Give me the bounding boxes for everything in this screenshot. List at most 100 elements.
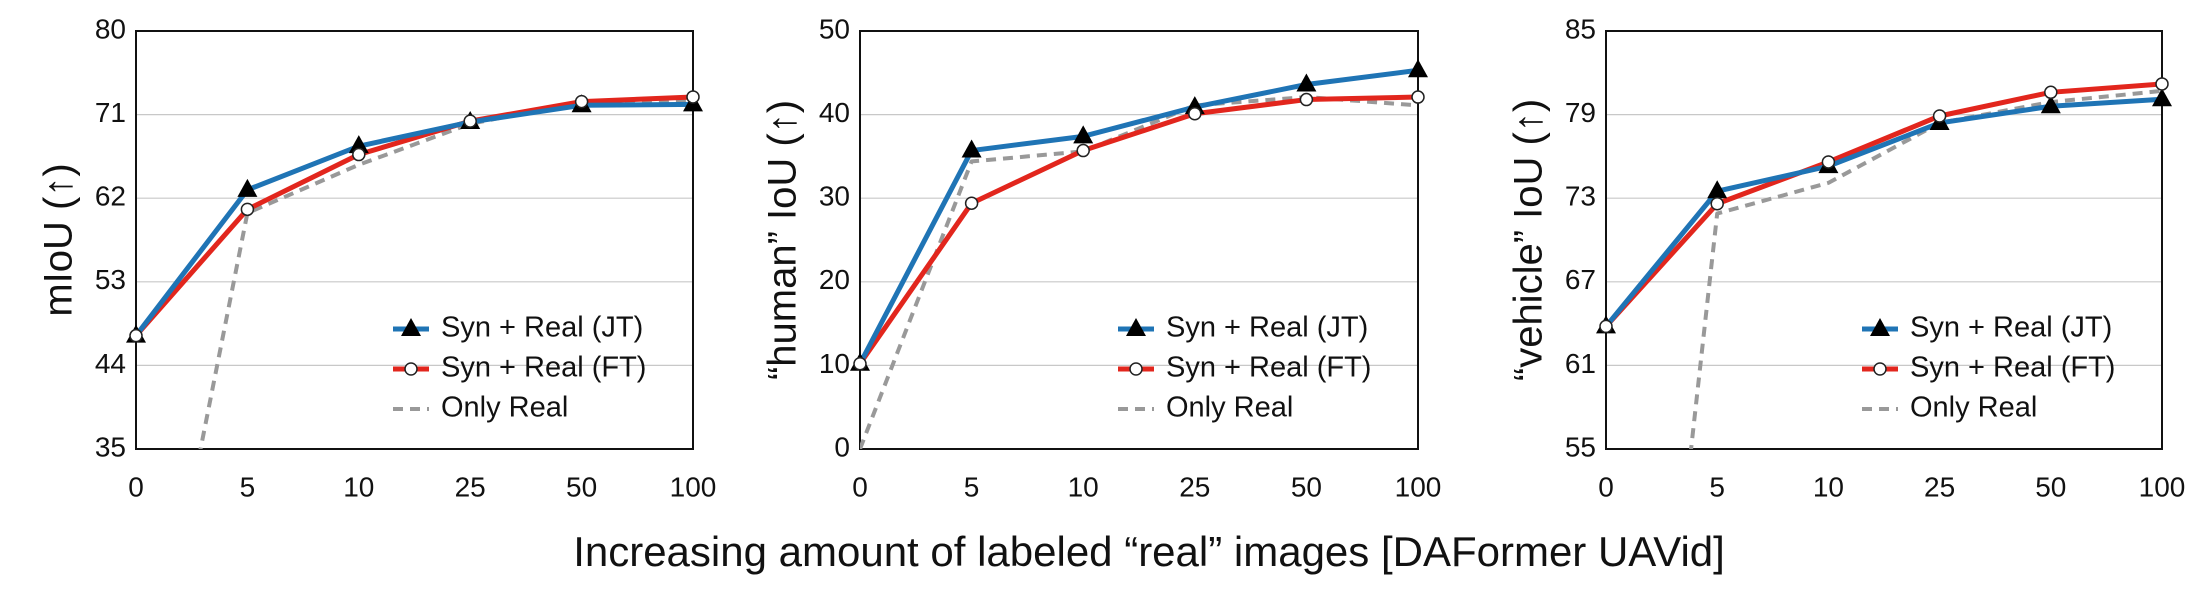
x-tick-label: 5	[1709, 471, 1725, 502]
y-tick-label: 71	[95, 97, 126, 128]
chart: 0 10 20 30 40 50 0 5 10 25 50 100 “human” IoU (↑) Syn…	[761, 13, 1442, 502]
x-tick-label: 50	[566, 471, 597, 502]
point-marker	[352, 147, 366, 162]
y-tick-label: 79	[1565, 97, 1596, 128]
x-tick-label: 100	[670, 471, 717, 502]
point-marker	[2155, 77, 2169, 91]
series-line	[1689, 88, 2162, 449]
series-line	[860, 67, 1418, 365]
point-marker	[1188, 107, 1202, 121]
point-marker	[1411, 90, 1425, 104]
chart: 35 44 53 62 71 80 0 5 10 25 50 100 mIoU (↑) Syn + Rea…	[37, 13, 717, 502]
point-marker	[237, 178, 258, 197]
x-tick-label: 25	[1924, 471, 1955, 502]
y-tick-label: 85	[1565, 13, 1596, 44]
series-line	[860, 94, 1418, 366]
y-tick-label: 53	[95, 264, 126, 295]
plot-frame	[1605, 30, 2163, 450]
series-line	[198, 98, 693, 449]
chart: 55 61 67 73 79 85 0 5 10 25 50 100 “vehicle” IoU (↑)…	[1507, 13, 2186, 502]
legend-label: Syn + Real (JT)	[1910, 312, 2112, 344]
point-marker	[1076, 143, 1090, 158]
point-marker	[404, 362, 418, 376]
y-tick-label: 20	[819, 264, 850, 295]
x-tick-label: 10	[343, 471, 374, 502]
x-tick-label: 10	[1813, 471, 1844, 502]
x-tick-label: 25	[455, 471, 486, 502]
point-marker	[240, 202, 255, 217]
point-marker	[961, 139, 982, 158]
y-tick-label: 80	[95, 13, 126, 44]
plot-area	[136, 94, 693, 449]
point-marker	[574, 94, 589, 109]
y-tick-label: 67	[1565, 264, 1596, 295]
point-marker	[1870, 318, 1890, 336]
series-line	[136, 94, 693, 338]
point-marker	[1821, 155, 1836, 169]
point-marker	[964, 196, 979, 210]
series-line	[136, 101, 693, 338]
y-axis-label: mIoU (↑)	[37, 163, 81, 316]
y-tick-label: 62	[95, 181, 126, 212]
point-marker	[129, 328, 143, 343]
y-tick-label: 50	[819, 13, 850, 44]
point-marker	[1599, 319, 1613, 334]
y-axis-label: “human” IoU (↑)	[761, 100, 805, 380]
x-tick-label: 0	[852, 471, 868, 502]
x-axis-label: Increasing amount of labeled “real” imag…	[573, 528, 1725, 575]
x-tick-label: 0	[128, 471, 144, 502]
point-marker	[348, 135, 369, 154]
point-marker	[1129, 362, 1143, 376]
x-tick-label: 10	[1068, 471, 1099, 502]
point-marker	[2040, 95, 2061, 114]
legend-label: Syn + Real (FT)	[441, 352, 646, 384]
legend-label: Syn + Real (FT)	[1910, 352, 2115, 384]
plot-frame	[135, 30, 694, 450]
point-marker	[1932, 109, 1947, 123]
point-marker	[1299, 92, 1314, 107]
plot-area	[860, 67, 1418, 449]
legend-label: Only Real	[1910, 392, 2037, 424]
legend-label: Syn + Real (JT)	[1166, 312, 1368, 344]
point-marker	[686, 90, 700, 104]
series-line	[1606, 96, 2162, 328]
series-line	[1606, 81, 2162, 329]
point-marker	[1296, 73, 1317, 92]
point-marker	[1073, 125, 1094, 144]
x-tick-label: 100	[1395, 471, 1442, 502]
x-tick-label: 5	[964, 471, 980, 502]
point-marker	[1873, 362, 1887, 376]
point-marker	[2152, 88, 2172, 107]
point-marker	[401, 318, 421, 336]
point-marker	[1126, 318, 1146, 336]
y-tick-label: 10	[819, 348, 850, 379]
plot-frame	[859, 30, 1419, 450]
x-tick-label: 0	[1598, 471, 1614, 502]
x-tick-label: 100	[2139, 471, 2186, 502]
x-tick-label: 25	[1179, 471, 1210, 502]
point-marker	[1707, 180, 1728, 199]
legend-label: Syn + Real (FT)	[1166, 352, 1371, 384]
point-marker	[1408, 59, 1428, 78]
point-marker	[463, 114, 477, 128]
x-tick-label: 5	[240, 471, 256, 502]
y-tick-label: 61	[1565, 348, 1596, 379]
y-tick-label: 73	[1565, 181, 1596, 212]
y-tick-label: 55	[1565, 431, 1596, 462]
y-tick-label: 30	[819, 181, 850, 212]
legend-label: Syn + Real (JT)	[441, 312, 643, 344]
point-marker	[2044, 85, 2058, 100]
y-tick-label: 35	[95, 431, 126, 462]
series-line	[860, 95, 1418, 449]
y-tick-label: 0	[834, 431, 850, 462]
x-tick-label: 50	[2035, 471, 2066, 502]
y-tick-label: 40	[819, 97, 850, 128]
legend-label: Only Real	[441, 392, 568, 424]
point-marker	[1710, 197, 1724, 211]
plot-area	[1606, 81, 2162, 449]
y-axis-label: “vehicle” IoU (↑)	[1507, 99, 1551, 381]
x-tick-label: 50	[1291, 471, 1322, 502]
y-tick-label: 44	[95, 348, 126, 379]
legend-label: Only Real	[1166, 392, 1293, 424]
